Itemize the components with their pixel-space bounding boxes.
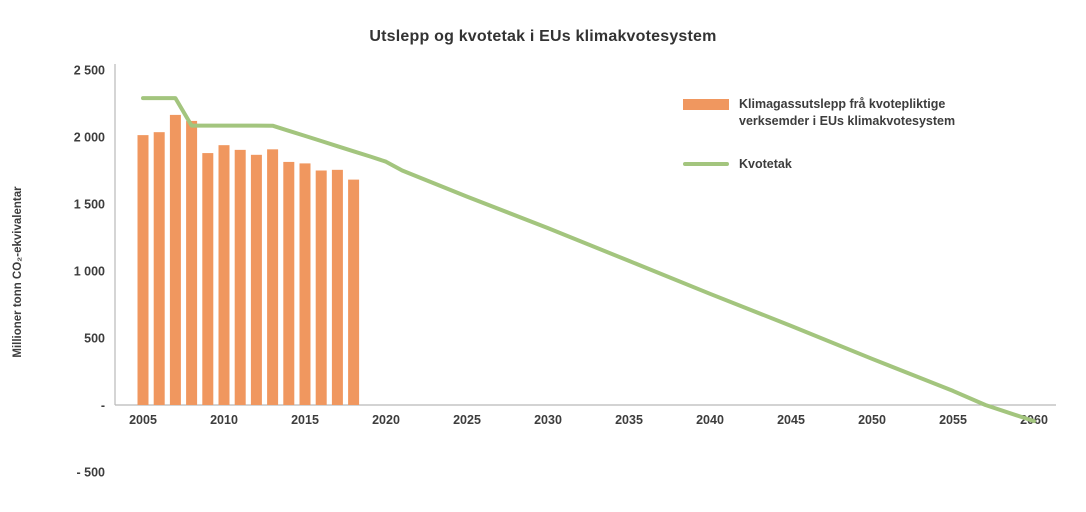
x-tick-label: 2015 (291, 413, 319, 427)
bar-2013 (267, 149, 279, 405)
x-tick-label: 2050 (858, 413, 886, 427)
x-tick-label: 2005 (129, 413, 157, 427)
y-tick-label: 2 000 (74, 131, 105, 145)
x-tick-label: 2030 (534, 413, 562, 427)
bar-2007 (169, 114, 181, 405)
bar-2015 (299, 163, 311, 405)
bar-2008 (186, 120, 198, 406)
x-tick-label: 2035 (615, 413, 643, 427)
bar-2009 (202, 153, 214, 405)
legend-item-cap: Kvotetak (683, 156, 1013, 173)
emissions-swatch (683, 99, 729, 110)
x-tick-label: 2045 (777, 413, 805, 427)
bar-2014 (283, 161, 295, 405)
bar-2006 (153, 132, 165, 405)
legend-label-emissions: Klimagassutslepp frå kvotepliktige verks… (739, 97, 956, 128)
y-tick-label: 2 500 (74, 64, 105, 78)
x-tick-label: 2040 (696, 413, 724, 427)
legend-label-cap: Kvotetak (739, 156, 792, 171)
x-tick-label: 2025 (453, 413, 481, 427)
x-tick-label: 2010 (210, 413, 238, 427)
cap-line (141, 96, 1036, 424)
legend: Klimagassutslepp frå kvotepliktige verks… (683, 96, 1013, 173)
legend-item-emissions: Klimagassutslepp frå kvotepliktige verks… (683, 96, 1013, 130)
bar-2017 (331, 169, 343, 405)
y-tick-label: 500 (84, 332, 105, 346)
chart-title: Utslepp og kvotetak i EUs klimakvotesyst… (369, 28, 717, 45)
x-tick-label: 2055 (939, 413, 967, 427)
bar-2012 (250, 154, 262, 405)
y-tick-label: - (101, 399, 105, 413)
y-tick-label: 1 500 (74, 198, 105, 212)
y-tick-label: - 500 (77, 466, 106, 480)
bar-2010 (218, 145, 230, 405)
bar-2005 (137, 135, 149, 405)
y-tick-label: 1 000 (74, 265, 105, 279)
cap-swatch (683, 161, 729, 166)
bar-2018 (348, 179, 360, 405)
bar-2016 (315, 170, 327, 405)
x-tick-label: 2020 (372, 413, 400, 427)
bar-2011 (234, 149, 246, 405)
